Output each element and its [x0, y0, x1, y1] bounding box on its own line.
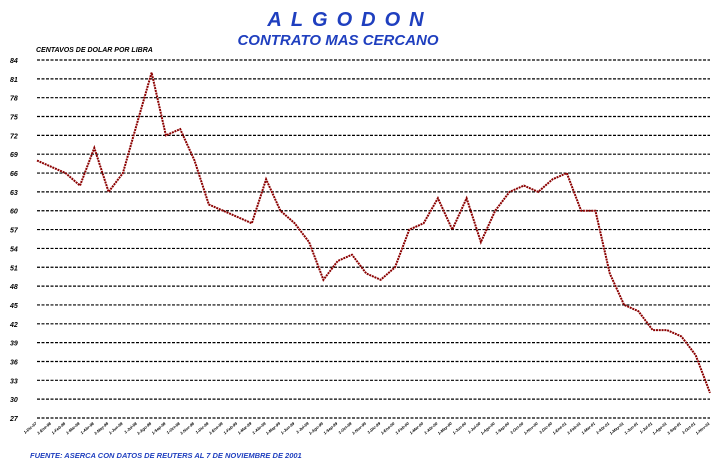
x-tick-label: 1-Feb-01 — [566, 420, 582, 435]
y-tick-label: 69 — [10, 152, 18, 159]
price-line — [36, 72, 711, 394]
y-tick-label: 81 — [10, 77, 18, 84]
x-tick-label: 1-Ago-00 — [480, 420, 497, 435]
source-note: FUENTE: ASERCA CON DATOS DE REUTERS AL 7… — [30, 451, 302, 460]
x-tick-label: 1-Mar-00 — [408, 420, 424, 435]
x-tick-label: 1-Ene-01 — [551, 420, 568, 435]
x-tick-label: 1-Ago-99 — [308, 420, 325, 435]
y-tick-label: 51 — [10, 265, 18, 272]
y-tick-label: 36 — [10, 359, 18, 366]
x-tick-label: 1-Ago-01 — [651, 420, 668, 435]
x-tick-label: 1-Jun-98 — [108, 420, 124, 435]
y-tick-label: 39 — [10, 341, 18, 348]
y-tick-label: 84 — [10, 58, 18, 65]
x-tick-label: 1-Mar-98 — [65, 420, 81, 435]
x-tick-label: 1-Jun-01 — [623, 420, 639, 435]
y-axis-label: CENTAVOS DE DOLAR POR LIBRA — [36, 47, 153, 54]
x-tick-label: 1-Ene-00 — [380, 420, 397, 435]
y-tick-label: 72 — [10, 133, 18, 140]
x-tick-label: 1-Mar-01 — [580, 420, 596, 435]
x-tick-label: 1-Mar-99 — [237, 420, 253, 435]
x-tick-label: 1-Ene-98 — [36, 420, 53, 435]
x-tick-label: 1-Nov-00 — [523, 420, 540, 435]
chart-subtitle: CONTRATO MAS CERCANO — [237, 32, 438, 49]
x-tick-label: 1-Sep-99 — [322, 420, 339, 435]
y-tick-label: 42 — [9, 322, 18, 329]
x-tick-label: 1-Jun-99 — [280, 420, 296, 435]
x-tick-label: 1-Sep-00 — [494, 420, 511, 435]
x-tick-label: 1-Jun-00 — [451, 420, 467, 435]
y-tick-label: 60 — [10, 209, 18, 216]
x-tick-label: 1-Sep-98 — [151, 420, 168, 435]
y-tick-label: 45 — [9, 303, 18, 310]
x-tick-label: 1-Ago-98 — [136, 420, 153, 435]
x-tick-label: 1-May-00 — [437, 420, 454, 435]
x-tick-label: 1-Feb-99 — [222, 420, 238, 435]
x-tick-label: 1-Sep-01 — [666, 420, 683, 435]
x-tick-label: 1-Nov-01 — [694, 420, 711, 435]
x-tick-label: 1-May-99 — [265, 420, 282, 435]
x-tick-label: 1-May-01 — [608, 420, 625, 435]
y-tick-label: 75 — [10, 115, 18, 122]
y-tick-label: 48 — [9, 284, 18, 291]
y-tick-label: 33 — [10, 378, 18, 385]
x-tick-label: 1-Feb-98 — [50, 420, 66, 435]
y-tick-label: 66 — [10, 171, 18, 178]
y-tick-label: 54 — [10, 246, 18, 253]
y-tick-label: 30 — [10, 397, 18, 404]
x-tick-label: 1-May-98 — [93, 420, 110, 435]
y-tick-label: 57 — [10, 228, 19, 235]
x-tick-label: 1-Nov-98 — [179, 420, 196, 435]
x-tick-label: 1-Ene-99 — [208, 420, 225, 435]
y-tick-label: 27 — [9, 416, 19, 423]
x-tick-label: 1-Nov-99 — [351, 420, 368, 435]
y-tick-label: 78 — [10, 96, 18, 103]
x-tick-label: 1-Feb-00 — [394, 420, 410, 435]
y-tick-label: 63 — [10, 190, 18, 197]
chart-title: ALGODON — [266, 9, 432, 31]
